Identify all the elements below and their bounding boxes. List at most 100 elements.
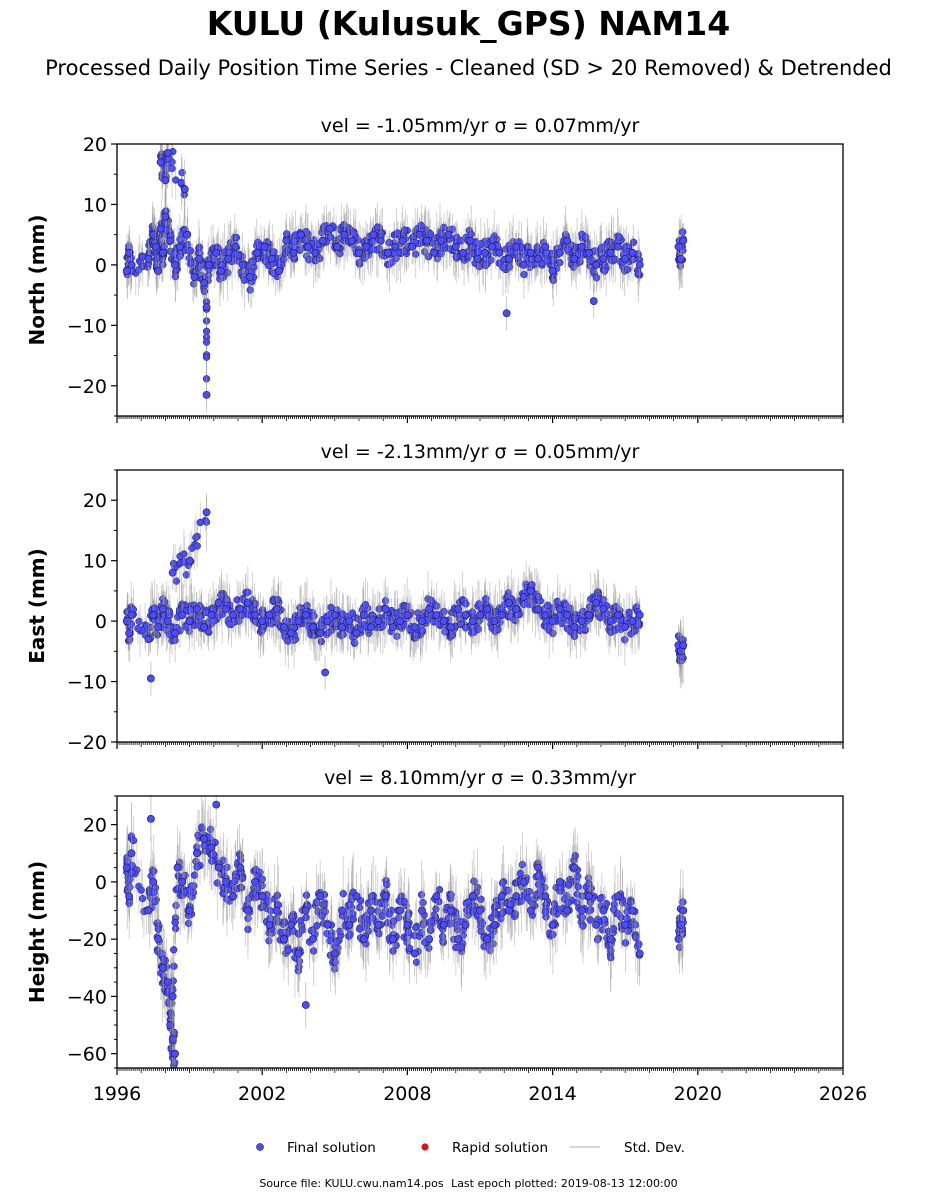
panel-3: vel = 8.10mm/yr σ = 0.33mm/yr Height (mm)… xyxy=(25,767,867,1105)
y-tick-label: 0 xyxy=(95,611,107,633)
data-point xyxy=(581,233,590,241)
data-point xyxy=(348,609,357,617)
data-point xyxy=(367,623,375,632)
data-point xyxy=(207,611,216,619)
data-point xyxy=(502,309,511,318)
data-point xyxy=(384,248,392,257)
data-point xyxy=(289,248,298,257)
data-point xyxy=(422,236,431,245)
data-point xyxy=(483,605,492,613)
data-point xyxy=(195,254,204,263)
data-point xyxy=(134,624,142,633)
data-point xyxy=(146,674,155,683)
data-point xyxy=(187,882,196,890)
data-point xyxy=(156,224,165,233)
data-point xyxy=(400,226,409,234)
y-tick-label: 20 xyxy=(83,134,107,156)
data-point xyxy=(249,258,257,266)
data-point xyxy=(321,668,330,677)
data-point xyxy=(347,236,356,245)
data-point xyxy=(340,230,349,239)
data-point xyxy=(178,168,186,177)
data-point xyxy=(635,611,644,619)
data-point xyxy=(553,597,561,606)
data-point xyxy=(169,559,178,568)
data-point xyxy=(375,605,383,613)
data-point xyxy=(355,258,364,267)
data-point xyxy=(129,836,138,845)
data-point xyxy=(171,918,179,927)
data-point xyxy=(592,599,601,607)
data-point xyxy=(333,938,341,946)
data-point xyxy=(202,390,211,399)
data-point xyxy=(202,353,211,361)
data-point xyxy=(495,248,504,257)
data-point xyxy=(487,256,495,264)
data-point xyxy=(526,586,535,595)
data-point xyxy=(217,267,225,275)
data-point xyxy=(451,242,460,251)
data-point xyxy=(400,247,409,255)
data-point xyxy=(408,242,417,251)
data-point xyxy=(415,230,424,239)
data-point xyxy=(623,265,632,273)
data-point xyxy=(202,338,211,346)
data-point xyxy=(601,267,609,275)
data-point xyxy=(589,297,598,306)
data-point xyxy=(476,611,484,619)
data-point xyxy=(212,248,221,257)
data-point xyxy=(346,930,354,939)
data-point xyxy=(330,611,339,619)
panel-title: vel = -1.05mm/yr σ = 0.07mm/yr xyxy=(321,115,640,137)
data-point xyxy=(284,946,292,955)
data-point xyxy=(369,230,378,239)
data-point xyxy=(585,611,593,619)
data-point xyxy=(122,617,131,626)
data-point xyxy=(224,254,233,263)
data-point xyxy=(570,254,579,263)
data-point xyxy=(290,237,298,245)
data-point xyxy=(149,230,158,239)
panel-title: vel = 8.10mm/yr σ = 0.33mm/yr xyxy=(324,767,636,789)
data-point xyxy=(621,623,630,632)
data-point xyxy=(260,242,269,251)
data-point xyxy=(459,248,467,257)
data-point xyxy=(310,947,318,955)
data-point xyxy=(346,900,354,909)
data-point xyxy=(196,518,204,527)
data-point xyxy=(253,248,262,257)
data-point xyxy=(628,617,637,626)
data-point xyxy=(237,884,246,892)
y-axis-label: Height (mm) xyxy=(25,861,49,1003)
data-point xyxy=(599,605,608,613)
data-point xyxy=(251,611,259,619)
data-point xyxy=(349,915,358,923)
data-point xyxy=(505,263,514,271)
data-point xyxy=(326,233,335,241)
data-point xyxy=(270,248,278,256)
data-point xyxy=(512,242,521,251)
y-tick-label: −20 xyxy=(67,376,107,398)
data-point xyxy=(359,611,368,619)
data-point xyxy=(205,260,213,269)
data-point xyxy=(606,248,615,257)
data-point xyxy=(439,617,448,626)
data-point xyxy=(592,260,601,269)
daily-cloud xyxy=(123,492,687,689)
data-point xyxy=(432,611,441,619)
data-point xyxy=(544,601,552,609)
data-point xyxy=(474,625,483,633)
data-point xyxy=(171,629,179,638)
data-point xyxy=(135,617,143,626)
data-point xyxy=(674,242,683,251)
chart-canvas: vel = -1.05mm/yr σ = 0.07mm/yr North (mm)… xyxy=(25,115,867,1156)
data-point xyxy=(519,260,528,269)
data-point xyxy=(482,595,490,603)
data-point xyxy=(184,919,193,928)
data-point xyxy=(311,248,320,257)
data-point xyxy=(615,233,624,241)
data-point xyxy=(614,242,622,251)
data-point xyxy=(447,623,455,632)
plot-area xyxy=(122,796,688,1068)
data-point xyxy=(338,623,346,632)
